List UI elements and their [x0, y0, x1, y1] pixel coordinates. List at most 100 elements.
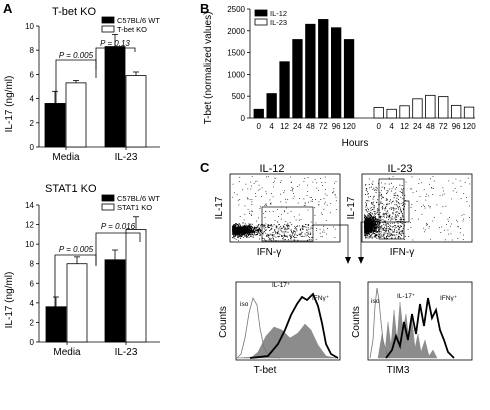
dot	[400, 237, 402, 239]
dot	[390, 237, 392, 239]
dot	[389, 203, 390, 205]
dot	[244, 228, 245, 230]
dot	[285, 201, 287, 203]
dot	[402, 229, 403, 231]
dot	[291, 234, 293, 236]
dot	[287, 222, 289, 224]
dot	[293, 193, 294, 194]
dot	[373, 206, 375, 208]
dot	[400, 208, 401, 210]
dot	[392, 235, 394, 237]
dot	[240, 238, 241, 239]
dot	[375, 225, 377, 227]
dot	[387, 190, 389, 192]
dot	[238, 229, 240, 231]
dot	[383, 237, 385, 238]
dot	[314, 179, 316, 180]
dot	[383, 235, 385, 237]
dot	[232, 230, 234, 232]
dot	[306, 229, 308, 231]
dot	[448, 220, 449, 222]
dot	[387, 238, 388, 239]
dot	[380, 216, 381, 218]
dot	[401, 188, 402, 190]
dot	[381, 196, 383, 198]
bar	[104, 46, 126, 148]
dot	[236, 223, 238, 225]
dot	[262, 226, 264, 228]
dot	[380, 228, 382, 230]
dot	[281, 230, 282, 232]
dot	[265, 226, 267, 228]
dot	[394, 236, 396, 238]
dot	[417, 218, 419, 220]
iso-histogram	[369, 287, 391, 359]
dot	[401, 230, 403, 232]
dot	[236, 226, 238, 228]
plot-frame	[367, 281, 473, 361]
bar	[438, 96, 449, 119]
dot	[366, 217, 368, 218]
dot	[382, 212, 384, 214]
dot	[375, 218, 377, 220]
dot	[259, 227, 261, 229]
dot	[374, 223, 376, 225]
dot	[404, 200, 406, 201]
dot	[294, 237, 296, 238]
dot	[245, 235, 247, 237]
dot	[269, 225, 271, 226]
dot	[277, 236, 279, 238]
dot	[243, 228, 244, 230]
dot	[375, 234, 377, 235]
dot	[365, 234, 367, 236]
dot	[265, 230, 266, 231]
dot	[365, 220, 367, 222]
chart-c-hist-tim3: iso IL-17⁺ IFNγ⁺ Counts TIM3	[351, 281, 473, 376]
dot	[365, 226, 366, 228]
y-tick-label: 4	[30, 95, 35, 104]
dot	[381, 186, 383, 188]
dot	[369, 187, 371, 189]
dot	[324, 203, 325, 205]
dot	[463, 214, 465, 215]
dot	[265, 205, 267, 206]
dot	[307, 184, 308, 186]
dot	[371, 216, 373, 218]
x-tick-label: 0	[257, 122, 262, 131]
dot	[380, 201, 382, 203]
dot	[429, 207, 431, 209]
dot	[374, 231, 375, 232]
dot	[372, 225, 374, 227]
dot	[370, 222, 372, 224]
dot	[272, 236, 274, 238]
series-label-il17: IL-17⁺	[397, 293, 416, 300]
dot	[389, 224, 391, 226]
dot	[386, 217, 387, 219]
dot	[375, 217, 377, 219]
dot	[251, 235, 253, 237]
dot	[375, 223, 377, 225]
dot	[365, 194, 366, 195]
dot	[365, 209, 366, 211]
dot	[329, 212, 331, 214]
dot	[383, 220, 385, 222]
dot	[401, 205, 403, 206]
dot	[334, 194, 336, 196]
dot	[244, 205, 246, 207]
dot	[364, 219, 366, 221]
dot	[375, 220, 377, 222]
dot	[399, 203, 401, 205]
significance-brackets: P = 0.005 P = 0.016	[54, 222, 141, 318]
series-label-ifng: IFNγ⁺	[440, 295, 458, 302]
dot	[261, 196, 262, 197]
dot	[275, 225, 277, 227]
dot	[233, 236, 235, 238]
dot	[410, 207, 412, 208]
dot	[384, 188, 385, 190]
dot	[371, 218, 373, 219]
dot	[253, 230, 255, 232]
dot	[431, 187, 432, 188]
dot	[278, 216, 279, 217]
dot	[369, 227, 371, 229]
dot	[394, 231, 395, 233]
